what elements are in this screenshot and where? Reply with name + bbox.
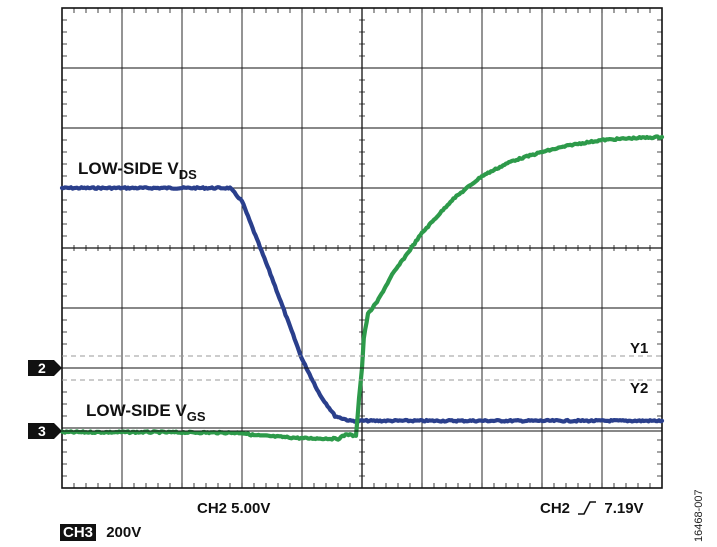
ch3-badge: CH3 xyxy=(60,524,97,541)
vgs-trace-label: LOW-SIDE VGS xyxy=(86,401,206,424)
channel-marker-2: 2 xyxy=(28,360,62,376)
ch2-scale-readout: CH2 5.00V xyxy=(197,500,271,517)
channel-marker-3: 3 xyxy=(28,423,62,439)
channel-marker-label: 3 xyxy=(38,423,46,439)
rising-edge-icon xyxy=(578,501,597,515)
trigger-readout: CH2 7.19V xyxy=(540,500,644,517)
annotations: Y1 Y2 LOW-SIDE VDS LOW-SIDE VGS 2 3 xyxy=(28,159,662,439)
graticule-border xyxy=(61,7,663,489)
ch3-scale-readout: CH3 200V xyxy=(60,524,141,541)
trace-vgs xyxy=(59,134,665,442)
trace-vds xyxy=(59,185,665,424)
trigger-channel: CH2 xyxy=(540,500,571,517)
waveform-traces xyxy=(59,134,665,442)
channel-marker-label: 2 xyxy=(38,360,46,376)
cursor-y2-label: Y2 xyxy=(630,380,648,397)
trigger-level: 7.19V xyxy=(604,500,644,517)
channel-marker-arrow xyxy=(28,360,62,376)
cursor-y1-label: Y1 xyxy=(630,340,648,357)
channel-marker-arrow xyxy=(28,423,62,439)
ch3-scale-value: 200V xyxy=(106,524,142,541)
vds-trace-label: LOW-SIDE VDS xyxy=(78,159,197,182)
figure-id: 16468-007 xyxy=(693,489,705,542)
